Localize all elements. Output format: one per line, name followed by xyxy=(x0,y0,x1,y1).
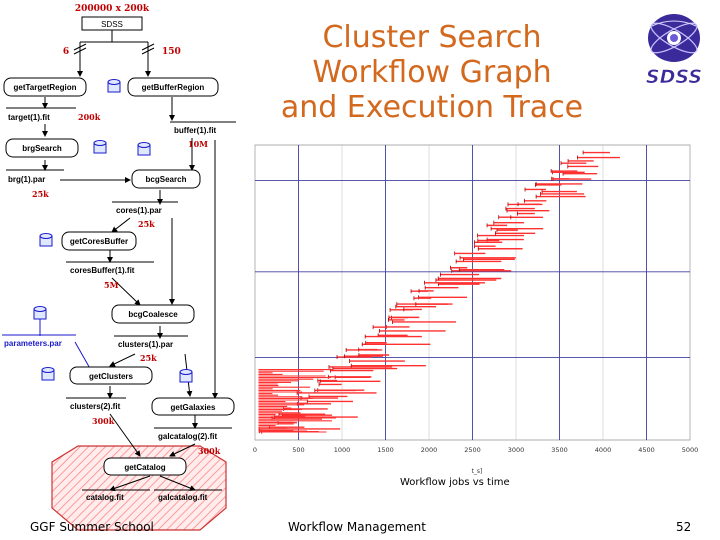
file-galcatalog: galcatalog.fit xyxy=(158,493,208,502)
disk-icon xyxy=(107,79,121,93)
x-tick-label: 4000 xyxy=(595,446,612,454)
execution-trace-plot: 0 500 1000 1500 2000 2500 3000 3500 4000 4500 5000… xyxy=(245,140,710,475)
footer-center: Workflow Management xyxy=(288,520,426,534)
title-line-2: Workflow Graph xyxy=(312,55,552,90)
sdss-source-box: SDSS xyxy=(101,20,123,29)
size-brg: 25k xyxy=(32,189,49,199)
footer-left: GGF Summer School xyxy=(30,520,154,534)
disk-icon xyxy=(93,140,107,154)
page-number: 52 xyxy=(676,520,692,534)
file-brg: brg(1).par xyxy=(8,175,45,184)
job-brg-search: brgSearch xyxy=(22,144,62,153)
x-tick-label: 500 xyxy=(292,446,304,454)
title-line-3: and Execution Trace xyxy=(280,90,584,125)
workflow-graph: 200000 x 200k SDSS 6 150 getTargetRegion… xyxy=(2,4,236,531)
title-line-1: Cluster Search xyxy=(322,20,542,55)
file-parameters: parameters.par xyxy=(4,339,62,348)
disk-icon xyxy=(33,306,47,320)
job-get-buffer-region: getBufferRegion xyxy=(142,83,205,92)
job-get-galaxies: getGalaxies xyxy=(171,403,216,412)
job-get-clusters: getClusters xyxy=(89,372,134,381)
file-cores: cores(1).par xyxy=(116,206,162,215)
file-clusters-1: clusters(1).par xyxy=(118,340,173,349)
x-tick-label: 0 xyxy=(253,446,257,454)
plot-caption: Workflow jobs vs time xyxy=(400,477,510,488)
size-galcatalog-2: 300k xyxy=(198,446,221,456)
file-cores-buffer: coresBuffer(1).fit xyxy=(70,266,135,275)
size-clusters-2: 300k xyxy=(92,416,115,426)
x-tick-label: 3500 xyxy=(551,446,568,454)
job-get-cores-buffer: getCoresBuffer xyxy=(70,237,128,246)
disk-icon xyxy=(179,369,193,383)
split-left-count: 6 xyxy=(63,47,69,57)
split-right-count: 150 xyxy=(162,47,181,57)
x-tick-label: 5000 xyxy=(682,446,699,454)
x-tick-label: 1500 xyxy=(377,446,394,454)
job-get-target-region: getTargetRegion xyxy=(14,83,77,92)
file-buffer: buffer(1).fit xyxy=(174,126,217,135)
job-get-catalog: getCatalog xyxy=(124,463,165,472)
file-galcatalog-2: galcatalog(2).fit xyxy=(158,432,217,441)
sdss-logo: SDSS xyxy=(646,14,702,88)
x-tick-label: 2500 xyxy=(464,446,481,454)
x-tick-label: 4500 xyxy=(638,446,655,454)
sdss-logo-text: SDSS xyxy=(646,66,702,88)
file-clusters-2: clusters(2).fit xyxy=(70,402,121,411)
file-catalog: catalog.fit xyxy=(86,493,124,502)
disk-icon xyxy=(41,367,55,381)
file-target: target(1).fit xyxy=(8,113,50,122)
slide-title: Cluster Search Workflow Graph and Execut… xyxy=(262,20,602,125)
dataset-size-label: 200000 x 200k xyxy=(75,4,150,14)
job-bcg-search: bcgSearch xyxy=(146,175,187,184)
size-cores-buffer: 5M xyxy=(104,280,119,290)
disk-icon xyxy=(137,142,151,156)
size-target: 200k xyxy=(78,112,101,122)
x-axis-label: t_s] xyxy=(472,468,483,475)
x-tick-label: 1000 xyxy=(334,446,351,454)
disk-icon xyxy=(39,233,53,247)
x-tick-label: 3000 xyxy=(508,446,525,454)
x-tick-label: 2000 xyxy=(421,446,438,454)
size-buffer: 10M xyxy=(188,139,208,149)
job-bcg-coalesce: bcgCoalesce xyxy=(128,310,178,319)
size-cores: 25k xyxy=(138,219,155,229)
size-clusters-1: 25k xyxy=(140,353,157,363)
